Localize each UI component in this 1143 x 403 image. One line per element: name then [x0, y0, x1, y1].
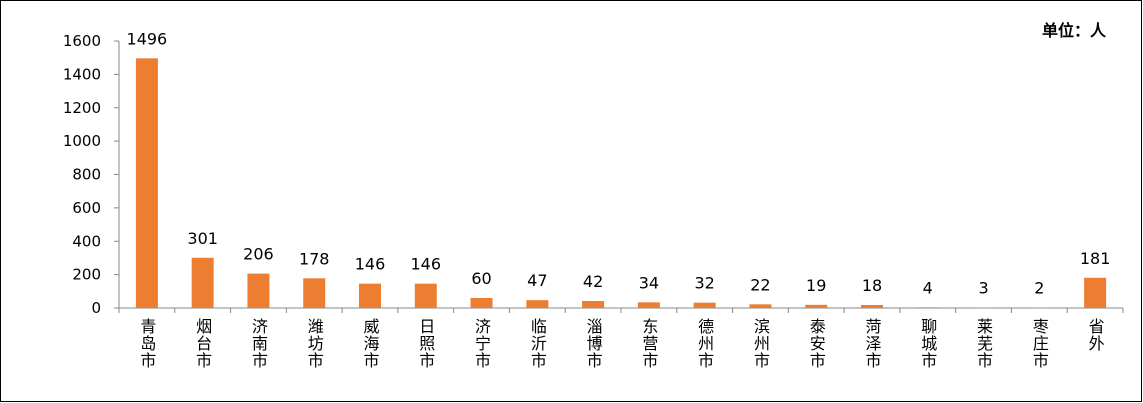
bar: [693, 302, 716, 308]
data-label: 60: [471, 269, 491, 288]
bar: [470, 297, 493, 308]
y-tick-label: 600: [72, 199, 101, 217]
bar: [916, 307, 939, 308]
bar: [359, 283, 381, 308]
x-tick-label: 淄博市: [584, 318, 603, 369]
x-tick-label: 省外: [1086, 318, 1105, 352]
data-label: 18: [862, 276, 882, 295]
data-label: 4: [923, 278, 933, 297]
bar: [135, 58, 158, 309]
bar: [1084, 277, 1107, 308]
data-label: 47: [527, 271, 547, 290]
x-tick-label: 枣庄市: [1030, 318, 1049, 369]
x-tick-label: 临沂市: [528, 318, 547, 369]
x-tick-label: 德州市: [695, 318, 714, 369]
data-label: 146: [411, 255, 442, 274]
x-tick-label: 济宁市: [472, 318, 491, 369]
data-label: 2: [1034, 279, 1044, 298]
data-label: 22: [750, 275, 770, 294]
data-label: 1496: [127, 29, 168, 48]
data-label: 146: [355, 255, 386, 274]
x-tick-label: 济南市: [249, 318, 268, 369]
bar: [805, 304, 828, 308]
data-label: 301: [187, 229, 218, 248]
bar: [582, 300, 605, 308]
bar: [749, 304, 772, 308]
y-tick-label: 1000: [63, 132, 101, 150]
data-label: 3: [978, 278, 988, 297]
data-label: 206: [243, 245, 274, 264]
x-tick-label: 日照市: [416, 318, 435, 369]
x-tick-label: 烟台市: [193, 318, 212, 369]
y-tick-label: 200: [72, 266, 101, 284]
bar: [972, 307, 995, 308]
data-label: 32: [694, 274, 714, 293]
y-tick-label: 1400: [63, 65, 101, 83]
bar: [637, 302, 660, 308]
data-label: 34: [639, 273, 659, 292]
data-label: 19: [806, 276, 826, 295]
bar: [303, 278, 326, 308]
x-tick-label: 莱芜市: [974, 318, 993, 369]
unit-label: 单位：人: [1042, 21, 1107, 40]
x-tick-label: 滨州市: [751, 318, 770, 369]
y-tick-label: 1200: [63, 99, 101, 117]
y-tick-label: 0: [91, 299, 101, 317]
x-tick-label: 聊城市: [918, 318, 937, 369]
bar: [861, 304, 883, 308]
x-tick-label: 菏泽市: [863, 318, 882, 369]
bar: [191, 257, 214, 308]
x-tick-label: 泰安市: [807, 318, 826, 369]
bar: [414, 283, 437, 308]
x-tick-label: 东营市: [639, 318, 658, 369]
y-tick-label: 800: [72, 166, 101, 184]
bar: [526, 300, 549, 308]
x-tick-label: 潍坊市: [305, 318, 324, 369]
bar: [247, 273, 270, 308]
y-tick-label: 1600: [63, 32, 101, 50]
y-tick-label: 400: [72, 232, 101, 250]
x-tick-label: 威海市: [361, 318, 380, 369]
x-tick-label: 青岛市: [137, 318, 156, 369]
data-label: 178: [299, 249, 330, 268]
data-label: 181: [1080, 249, 1111, 268]
data-label: 42: [583, 272, 603, 291]
